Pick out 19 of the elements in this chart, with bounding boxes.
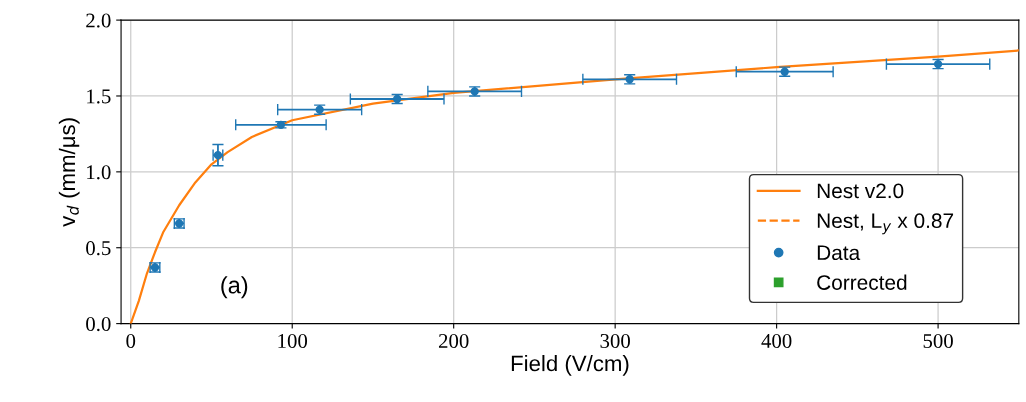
y-tick-label: 2.0	[86, 13, 111, 28]
y-tick-label: 1.0	[87, 165, 111, 180]
line-series	[129, 49, 1019, 324]
x-axis-title: Field (V/cm)	[511, 355, 629, 376]
legend-label: Data	[817, 245, 861, 261]
legend-label: Nest, L$_{y}$ x 0.87	[817, 213, 954, 235]
y-tick-label: 0.5	[86, 241, 111, 256]
x-tick-label: 200	[438, 333, 469, 348]
x-tick-label: 300	[600, 333, 630, 348]
annotation: (a)	[221, 276, 248, 299]
x-tick-label: 100	[278, 333, 308, 348]
y-axis-title: v$_{d}$ (mm/μs)	[58, 118, 80, 227]
y-tick-label: 1.5	[87, 89, 111, 104]
legend-label: Corrected	[817, 274, 907, 290]
legend-label: Nest v2.0	[817, 183, 904, 199]
x-tick-label: 400	[761, 333, 792, 348]
x-tick-label: 0	[126, 333, 136, 348]
y-tick-label: 0.0	[86, 316, 111, 332]
x-tick-label: 500	[923, 333, 953, 348]
